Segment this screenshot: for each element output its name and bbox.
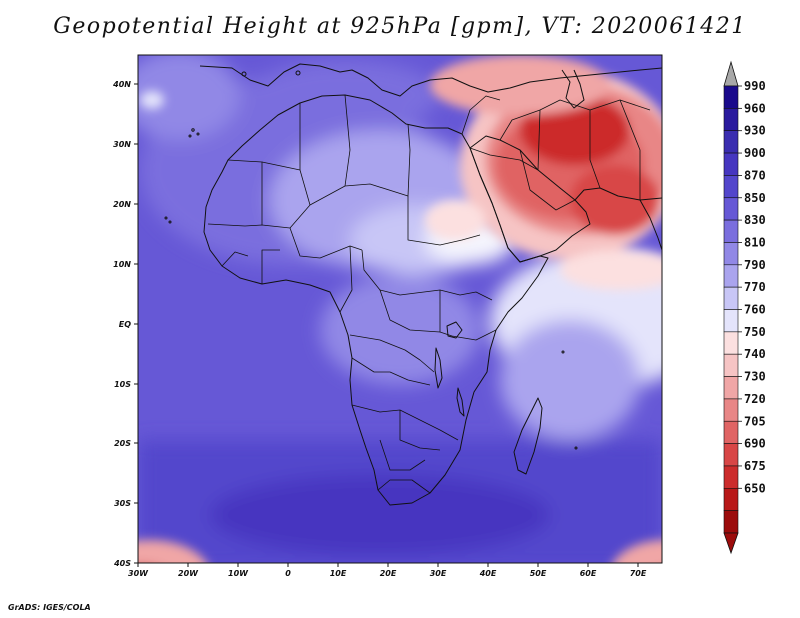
colorbar-swatch	[723, 376, 739, 400]
colorbar-label-810: 810	[744, 235, 766, 249]
colorbar-swatch	[723, 487, 739, 511]
lon-label-40E: 40E	[479, 569, 497, 578]
europe-coast	[199, 63, 662, 97]
lon-label-20E: 20E	[380, 569, 397, 578]
lat-labels: 40N 30N 20N 10N EQ 10S 20S 30S 40S	[112, 80, 131, 568]
height-field	[138, 55, 662, 563]
colorbar-swatch	[723, 331, 739, 355]
lat-label-30S: 30S	[114, 499, 131, 508]
colorbar-label-720: 720	[744, 392, 766, 406]
country-borders	[207, 94, 651, 494]
lon-label-70E: 70E	[630, 569, 647, 578]
colorbar-swatch	[723, 197, 739, 221]
lat-label-EQ: EQ	[119, 320, 131, 329]
grads-credit: GrADS: IGES/COLA	[8, 603, 91, 612]
lon-label-30E: 30E	[430, 569, 447, 578]
colorbar-label-900: 900	[744, 146, 766, 160]
lon-label-30W: 30W	[128, 569, 149, 578]
colorbar-label-870: 870	[744, 168, 766, 182]
colorbar-label-730: 730	[744, 370, 766, 384]
lat-label-40S: 40S	[113, 559, 131, 568]
india-coast	[639, 199, 662, 251]
lat-label-20S: 20S	[114, 439, 131, 448]
colorbar-label-740: 740	[744, 347, 766, 361]
lake-malawi	[456, 387, 465, 417]
colorbar-swatch	[723, 465, 739, 489]
colorbar-label-675: 675	[744, 459, 766, 473]
lat-axis	[134, 83, 138, 564]
plot-frame	[137, 54, 663, 564]
colorbar-swatch	[723, 108, 739, 131]
lat-label-10N: 10N	[113, 260, 131, 269]
colorbar-label-790: 790	[744, 258, 766, 272]
lon-label-0: 0	[285, 569, 291, 578]
colorbar-swatch	[723, 152, 739, 176]
colorbar-label-705: 705	[744, 414, 766, 428]
colorbar-swatch	[723, 353, 739, 377]
colorbar-swatch	[723, 175, 739, 199]
arabia-coast	[469, 135, 591, 263]
map-title: Geopotential Height at 925hPa [gpm], VT:…	[53, 14, 747, 39]
colorbar-label-930: 930	[744, 124, 766, 138]
colorbar-label-770: 770	[744, 280, 766, 294]
colorbar-swatch	[723, 398, 739, 422]
colorbar-swatch	[723, 309, 739, 333]
colorbar-over-arrow	[723, 60, 739, 87]
colorbar-label-990: 990	[744, 79, 766, 93]
lon-labels: 30W 20W 10W 0 10E 20E 30E 40E 50E 60E 70…	[128, 569, 647, 578]
lat-label-30N: 30N	[113, 140, 131, 149]
lon-label-10W: 10W	[228, 569, 249, 578]
colorbar-swatch	[723, 85, 739, 109]
lon-axis	[137, 563, 639, 567]
colorbar-swatch	[723, 420, 739, 444]
caspian-coast	[561, 69, 585, 109]
lon-label-20W: 20W	[178, 569, 199, 578]
lon-label-60E: 60E	[580, 569, 597, 578]
colorbar-swatch	[723, 443, 739, 467]
colorbar-swatch	[723, 130, 739, 154]
lat-label-10S: 10S	[114, 380, 131, 389]
lake-tanganyika	[434, 347, 443, 389]
lat-label-40N: 40N	[112, 80, 131, 89]
madagascar-coast	[513, 397, 543, 475]
colorbar-swatch	[723, 286, 739, 310]
colorbar-label-690: 690	[744, 437, 766, 451]
colorbar-label-960: 960	[744, 101, 766, 115]
colorbar-swatch	[723, 219, 739, 243]
colorbar-label-760: 760	[744, 303, 766, 317]
colorbar-swatch	[723, 510, 739, 534]
lon-label-10E: 10E	[330, 569, 347, 578]
colorbar-under-arrow	[723, 532, 739, 555]
colorbar-label-850: 850	[744, 191, 766, 205]
lon-label-50E: 50E	[530, 569, 547, 578]
colorbar-label-830: 830	[744, 213, 766, 227]
colorbar-swatch	[723, 264, 739, 288]
colorbar-label-750: 750	[744, 325, 766, 339]
colorbar-label-650: 650	[744, 481, 766, 495]
colorbar-swatch	[723, 242, 739, 266]
iran-coast	[574, 187, 662, 201]
colorbar: 990 960 930 900 870 850 830 810 790 770 760 750 740 7…	[723, 60, 766, 555]
lat-label-20N: 20N	[113, 200, 131, 209]
